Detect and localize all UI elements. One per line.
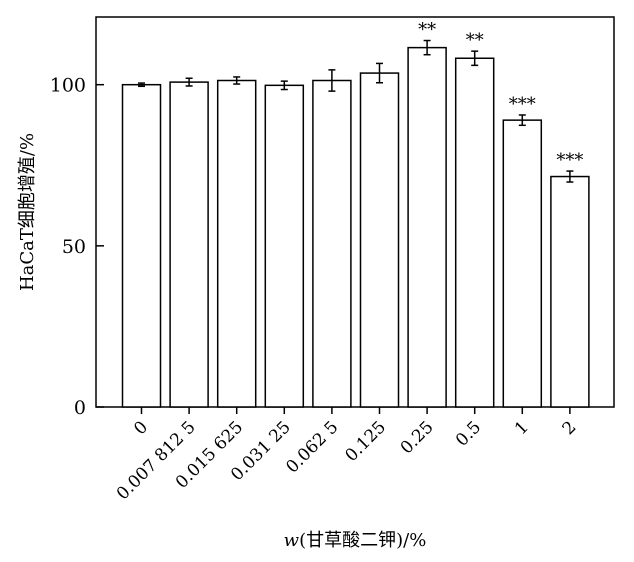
y-tick-label-2: 100 — [50, 75, 86, 97]
x-axis-title-rest: (甘草酸二钾)/% — [299, 530, 426, 551]
x-axis-title: w(甘草酸二钾)/% — [284, 530, 427, 551]
x-tick-label-8: 1 — [511, 417, 533, 439]
x-axis-title-var: w — [284, 530, 300, 551]
significance-label-9: *** — [556, 150, 583, 171]
x-tick-label-4: 0.062 5 — [282, 417, 342, 477]
y-axis: 0 50 100 — [50, 75, 104, 419]
bar-0 — [121, 83, 162, 408]
bar-3 — [264, 84, 305, 408]
x-tick-label-5: 0.125 — [341, 417, 390, 466]
bar-5 — [359, 72, 400, 408]
bar-2 — [216, 79, 257, 408]
error-bars — [138, 39, 574, 183]
bar-8 — [502, 119, 543, 408]
bar-9 — [550, 175, 590, 408]
y-axis-title: HaCaT细胞增殖/% — [16, 133, 38, 291]
significance-label-7: ** — [466, 30, 484, 51]
y-tick-label-1: 50 — [62, 236, 86, 258]
x-tick-label-6: 0.25 — [397, 417, 438, 458]
y-tick-label-0: 0 — [74, 397, 86, 419]
bar-4 — [312, 79, 352, 408]
x-tick-label-0: 0 — [130, 417, 152, 439]
bar-6 — [407, 46, 447, 408]
bar-1 — [169, 81, 209, 408]
significance-labels: ********** — [418, 20, 583, 172]
significance-label-6: ** — [418, 20, 436, 41]
x-tick-label-9: 2 — [559, 417, 581, 439]
plot-frame — [95, 16, 615, 408]
x-tick-label-7: 0.5 — [452, 417, 485, 450]
bar-7 — [454, 57, 495, 408]
significance-label-8: *** — [509, 94, 536, 115]
